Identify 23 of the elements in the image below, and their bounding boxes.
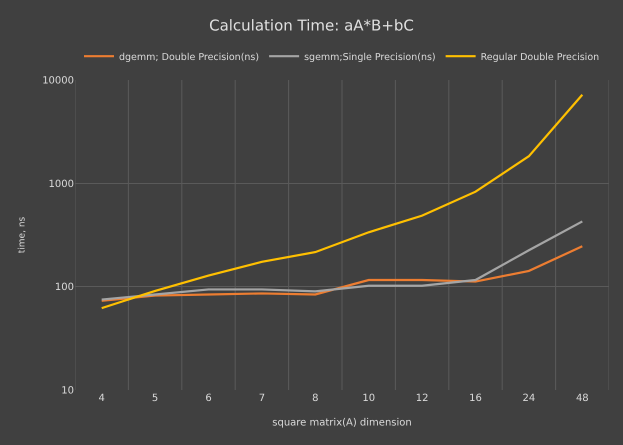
x-tick-label: 6 <box>205 393 212 404</box>
x-tick-label: 24 <box>522 393 536 404</box>
line-series <box>100 245 584 302</box>
line-series <box>100 220 584 301</box>
x-axis-title: square matrix(A) dimension <box>272 418 412 428</box>
y-tick-label: 100 <box>54 282 74 294</box>
legend-label: dgemm; Double Precision(ns) <box>119 52 260 63</box>
x-tick-label: 7 <box>258 393 266 404</box>
legend-label: sgemm;Single Precision(ns) <box>304 52 436 63</box>
x-tick-label: 16 <box>469 393 482 404</box>
x-tick-label: 48 <box>576 393 589 404</box>
legend-label: Regular Double Precision <box>480 52 600 63</box>
y-axis-title: time, ns <box>18 216 28 254</box>
y-tick-label: 10000 <box>42 76 74 86</box>
chart-title: Calculation Time: aA*B+bC <box>209 16 414 35</box>
y-tick-label: 1000 <box>48 178 74 190</box>
x-tick-label: 8 <box>312 393 318 404</box>
x-tick-label: 10 <box>362 393 376 404</box>
x-tick-label: 4 <box>98 393 105 404</box>
x-tick-label: 12 <box>416 393 428 404</box>
x-tick-label: 5 <box>152 393 158 404</box>
line-series <box>100 94 584 310</box>
y-tick-label: 10 <box>61 386 74 396</box>
